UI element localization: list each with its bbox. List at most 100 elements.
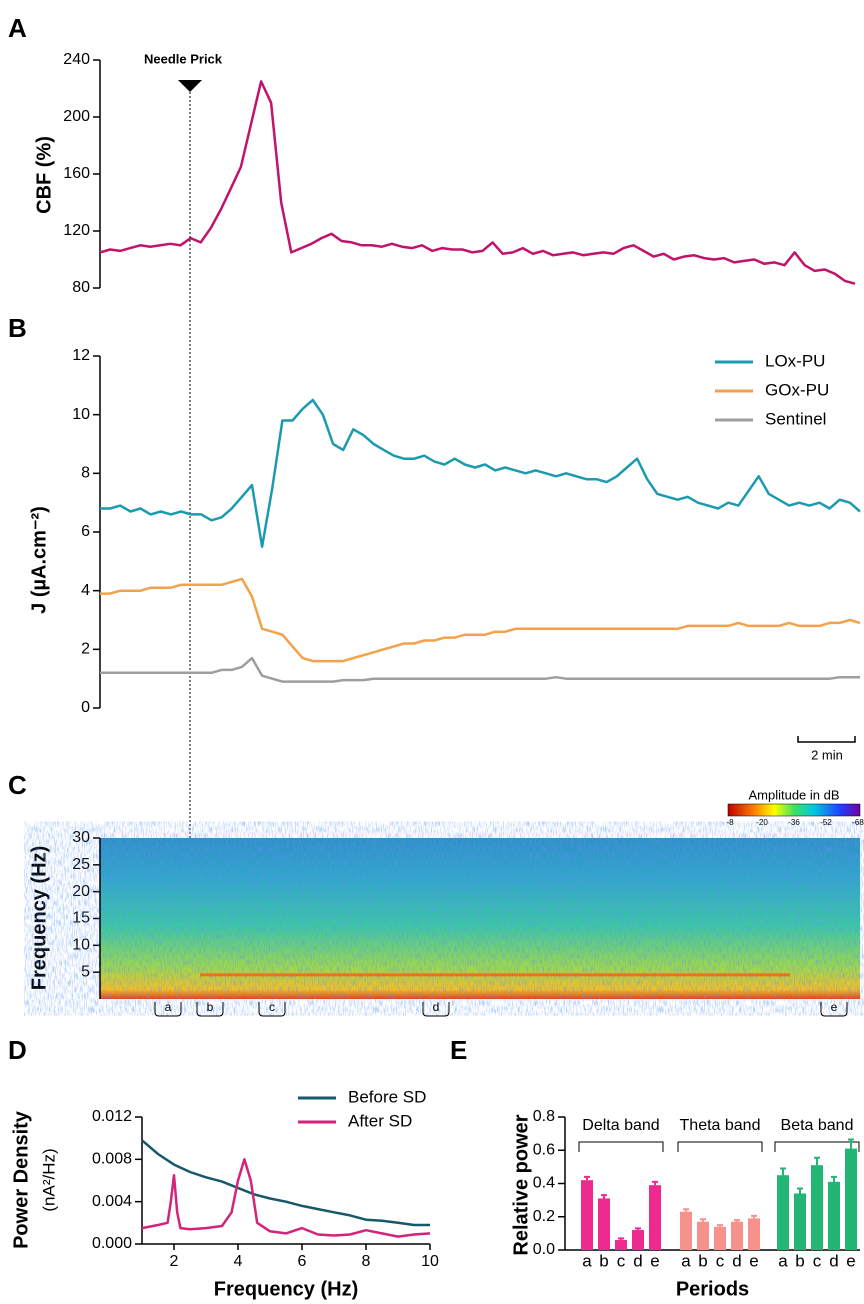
x-tick-label: 2 [170,1253,179,1270]
y-tick-label: 2 [81,641,90,658]
period-label: e [831,1000,838,1014]
period-label: d [433,1000,440,1014]
x-tick-label: c [617,1251,626,1270]
x-tick-label: 10 [421,1253,439,1270]
y-tick-label: 160 [63,165,90,182]
bar [649,1185,661,1250]
x-tick-label: 4 [234,1253,243,1270]
bar [748,1218,760,1250]
colorbar [727,803,861,817]
y-tick-label: 240 [63,51,90,68]
group-bracket [774,1141,860,1152]
y-tick-label: 30 [72,829,90,846]
error-bar [601,1194,607,1199]
x-tick-label: c [813,1251,822,1270]
y-tick-label: 5 [81,963,90,980]
bar [581,1180,593,1250]
x-tick-label: b [795,1251,804,1270]
colorbar-tick-label: -8 [726,818,734,827]
error-bar [831,1175,837,1182]
line-series [141,1139,430,1227]
error-bar [814,1156,820,1166]
y-axis-label: (nA²/Hz) [39,1148,58,1211]
line-series [100,656,860,683]
y-tick-label: 0.012 [92,1108,132,1125]
bar [598,1198,610,1250]
error-bar [751,1214,757,1219]
y-tick-label: 80 [72,279,90,296]
y-tick-label: 0.0 [533,1241,555,1258]
line-series [99,80,856,285]
x-axis-label: Frequency (Hz) [214,1278,358,1300]
y-tick-label: 4 [81,582,90,599]
x-tick-label: 6 [298,1253,307,1270]
y-tick-label: 10 [72,406,90,423]
legend-label: GOx-PU [765,380,829,399]
x-tick-label: e [749,1251,758,1270]
y-tick-label: 25 [72,856,90,873]
x-tick-label: e [650,1251,659,1270]
line-series [100,398,861,548]
y-axis-label: Power Density [10,1110,32,1249]
y-axis-label: Relative power [510,1114,532,1255]
error-bar [584,1175,590,1181]
y-tick-label: 0.008 [92,1151,132,1168]
group-bracket [677,1141,763,1152]
panel-letter: E [450,1035,467,1065]
panel-letter: B [8,313,27,343]
period-bracket [196,1002,224,1017]
x-tick-label: e [846,1251,855,1270]
annotation: Needle Prick [144,51,223,66]
y-tick-label: 120 [63,222,90,239]
y-tick-label: 0.2 [533,1208,555,1225]
y-tick-label: 0 [81,699,90,716]
y-tick-label: 20 [72,883,90,900]
group-bracket [578,1141,664,1152]
colorbar-label: Amplitude in dB [748,787,839,802]
y-tick-label: 0.4 [533,1175,555,1192]
bar [794,1193,806,1250]
error-bar [780,1167,786,1176]
bar [714,1226,726,1250]
scale-bar [797,736,856,743]
colorbar-tick-label: -36 [788,818,800,827]
error-bar [848,1138,854,1149]
y-tick-label: 0.8 [533,1108,555,1125]
bar [777,1175,789,1250]
panel-letter: A [8,13,27,43]
group-label: Delta band [582,1117,659,1134]
y-axis-label: CBF (%) [33,136,55,214]
line-series [100,577,861,663]
group-label: Theta band [680,1117,761,1134]
panel-letter: D [8,1035,27,1065]
y-tick-label: 0.6 [533,1141,555,1158]
x-tick-label: a [582,1251,592,1270]
x-tick-label: b [599,1251,608,1270]
legend-label: Sentinel [765,409,826,428]
x-tick-label: d [829,1251,838,1270]
x-tick-label: a [778,1251,788,1270]
error-bar [734,1219,740,1222]
group-label: Beta band [781,1117,854,1134]
error-bar [683,1208,689,1212]
period-bracket [820,1002,848,1017]
scale-bar-label: 2 min [811,747,843,762]
colorbar-tick-label: -20 [756,818,768,827]
bar [632,1230,644,1250]
y-tick-label: 15 [72,910,90,927]
x-tick-label: b [698,1251,707,1270]
bar [697,1221,709,1250]
bar [845,1148,857,1250]
x-tick-label: d [732,1251,741,1270]
y-axis-label: J (µA.cm⁻²) [28,506,50,614]
x-tick-label: d [633,1251,642,1270]
panel-letter: C [8,770,27,800]
bar [828,1181,840,1250]
y-tick-label: 10 [72,937,90,954]
period-label: a [165,1000,172,1014]
x-tick-label: a [681,1251,691,1270]
legend-label: LOx-PU [765,351,825,370]
period-bracket [154,1002,182,1017]
period-bracket [258,1002,286,1017]
